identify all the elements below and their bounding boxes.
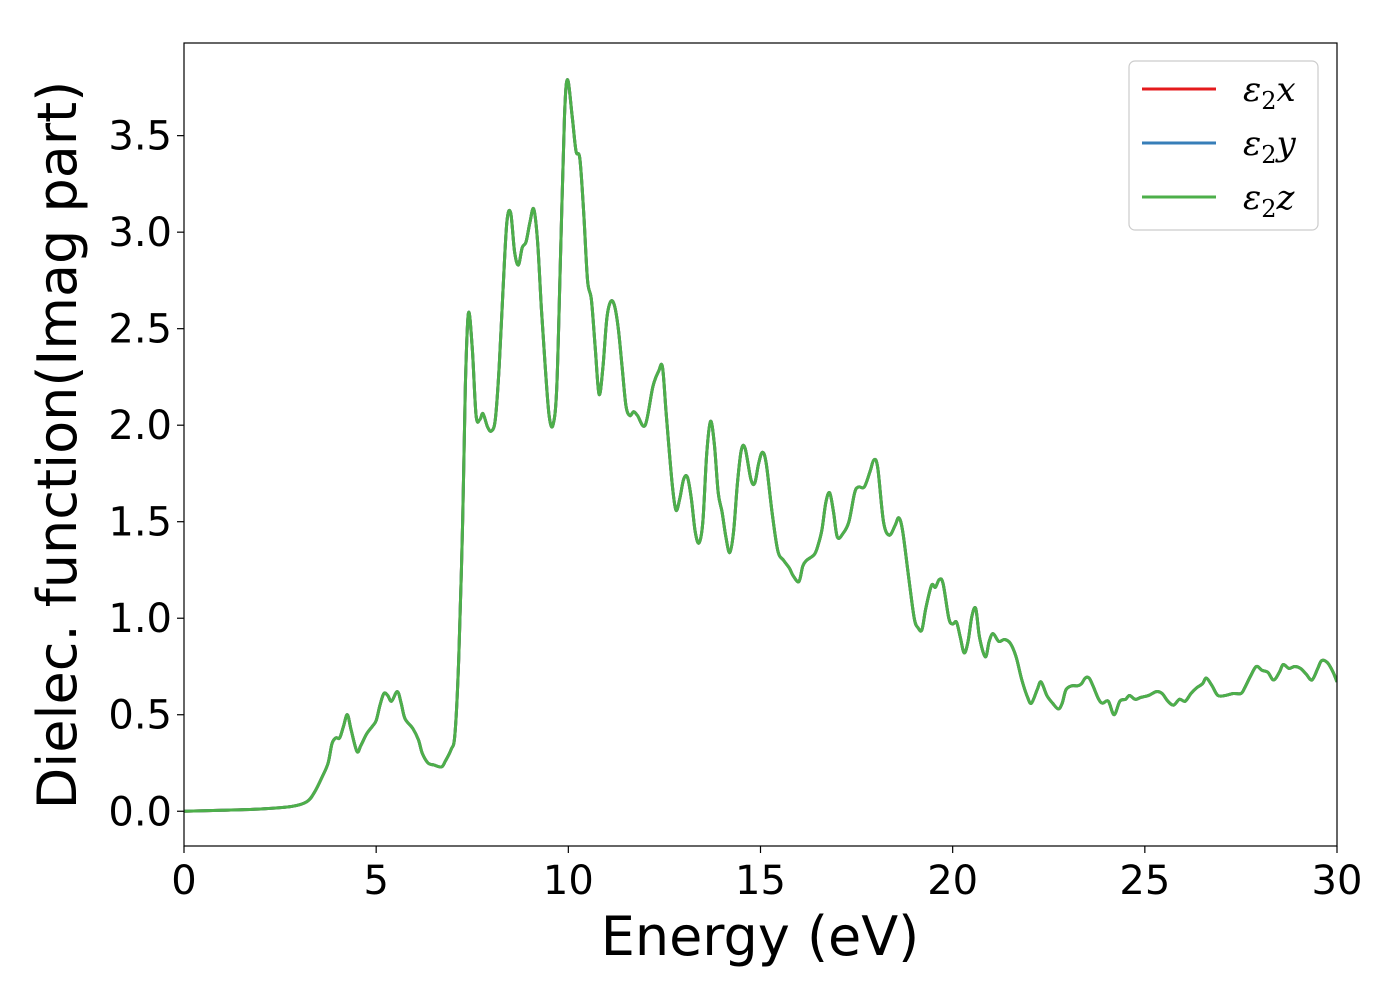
y-tick-label: 2.0 — [108, 403, 172, 449]
x-tick-label: 15 — [735, 858, 786, 904]
y-axis-label: Dielec. function(Imag part) — [26, 81, 89, 810]
legend-label: ε2y — [1243, 124, 1297, 169]
x-tick-label: 25 — [1119, 858, 1170, 904]
x-tick-label: 5 — [363, 858, 388, 904]
legend-label: ε2z — [1243, 178, 1296, 223]
y-tick-label: 2.5 — [108, 307, 172, 353]
y-tick-label: 0.0 — [108, 789, 172, 835]
x-axis-label: Energy (eV) — [601, 905, 920, 968]
x-tick-label: 10 — [543, 858, 594, 904]
y-tick-label: 3.0 — [108, 210, 172, 256]
y-tick-label: 3.5 — [108, 114, 172, 160]
legend-label: ε2x — [1243, 70, 1296, 115]
legend-box — [1128, 60, 1319, 231]
y-axis-ticks: 0.0 0.5 1.0 1.5 2.0 2.5 3.0 3.5 — [108, 114, 184, 835]
x-tick-label: 20 — [927, 858, 978, 904]
series-line-ε2z — [184, 78, 1337, 813]
legend: ε2x ε2y ε2z — [1128, 60, 1319, 231]
x-tick-label: 30 — [1312, 858, 1363, 904]
y-tick-label: 0.5 — [108, 693, 172, 739]
y-tick-label: 1.0 — [108, 596, 172, 642]
x-tick-label: 0 — [171, 858, 196, 904]
series-layer — [184, 78, 1337, 813]
y-tick-label: 1.5 — [108, 500, 172, 546]
x-axis-ticks: 0 5 10 15 20 25 30 — [171, 846, 1362, 904]
